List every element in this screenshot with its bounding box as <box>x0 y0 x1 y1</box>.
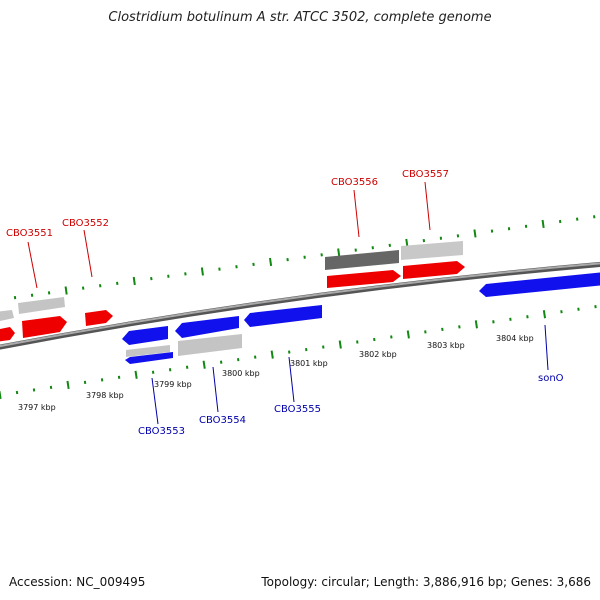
gene-label-CBO3552[interactable]: CBO3552 <box>62 218 109 229</box>
feature-gray-CBO3556[interactable] <box>325 250 399 270</box>
major-tick <box>200 267 204 276</box>
gene-label-CBO3551[interactable]: CBO3551 <box>6 228 53 239</box>
scale-label: 3801 kbp <box>290 359 328 368</box>
gene-label-sonO[interactable]: sonO <box>538 373 564 384</box>
accession-label: Accession: NC_009495 <box>9 575 146 589</box>
feature-gene-sonO[interactable] <box>479 272 600 297</box>
feature-gene-CBO3552[interactable] <box>85 310 113 326</box>
major-tick <box>269 257 273 267</box>
scale-label: 3799 kbp <box>154 380 192 389</box>
lower-tick-row <box>0 305 597 400</box>
major-tick <box>134 370 138 379</box>
feature-gray-CBO3554[interactable] <box>178 334 242 356</box>
forward-features <box>0 241 465 342</box>
major-tick <box>338 340 342 349</box>
major-tick <box>270 350 274 359</box>
major-tick <box>473 229 477 238</box>
feature-gene-reverse[interactable] <box>122 326 168 345</box>
major-tick <box>542 310 547 319</box>
feature-gene-CBO3557[interactable] <box>403 261 465 279</box>
label-leader-lines <box>27 181 549 425</box>
reverse-features <box>122 272 600 364</box>
upper-tick-row <box>13 215 596 300</box>
feature-gene-CBO3553[interactable] <box>125 352 173 364</box>
gene-labels: CBO3551 CBO3552 CBO3556 CBO3557 CBO3553 … <box>6 169 564 437</box>
gene-label-CBO3554[interactable]: CBO3554 <box>199 415 246 426</box>
feature-gene-CBO3556[interactable] <box>327 270 401 288</box>
major-tick <box>0 390 2 400</box>
gene-label-CBO3553[interactable]: CBO3553 <box>138 426 185 437</box>
major-tick <box>337 248 341 257</box>
map-title: Clostridium botulinum A str. ATCC 3502, … <box>108 10 492 25</box>
major-tick <box>132 276 136 286</box>
major-tick <box>474 320 478 329</box>
scale-label: 3802 kbp <box>359 350 397 359</box>
scale-label: 3804 kbp <box>496 334 534 343</box>
feature-gray-forward[interactable] <box>18 297 65 314</box>
major-tick <box>202 360 206 369</box>
scale-label: 3800 kbp <box>222 369 260 378</box>
genome-info-label: Topology: circular; Length: 3,886,916 bp… <box>261 575 591 589</box>
feature-gray-forward[interactable] <box>0 310 14 322</box>
feature-gray-CBO3553[interactable] <box>126 345 170 357</box>
scale-labels: 3797 kbp 3798 kbp 3799 kbp 3800 kbp 3801… <box>18 334 534 412</box>
major-tick <box>406 330 410 339</box>
major-tick <box>66 380 70 390</box>
major-tick <box>64 286 68 295</box>
feature-gene-CBO3555[interactable] <box>244 305 322 327</box>
scale-label: 3803 kbp <box>427 341 465 350</box>
gene-label-CBO3557[interactable]: CBO3557 <box>402 169 449 180</box>
feature-gene-forward[interactable] <box>0 327 15 342</box>
feature-gene-CBO3551[interactable] <box>22 316 67 338</box>
gene-label-CBO3555[interactable]: CBO3555 <box>274 404 321 415</box>
gene-label-CBO3556[interactable]: CBO3556 <box>331 177 378 188</box>
scale-label: 3798 kbp <box>86 391 124 400</box>
genome-backbone-highlight <box>0 262 600 348</box>
major-tick <box>541 219 545 229</box>
scale-label: 3797 kbp <box>18 403 56 412</box>
feature-gene-CBO3554[interactable] <box>175 316 239 338</box>
feature-gray-forward[interactable] <box>401 241 463 260</box>
